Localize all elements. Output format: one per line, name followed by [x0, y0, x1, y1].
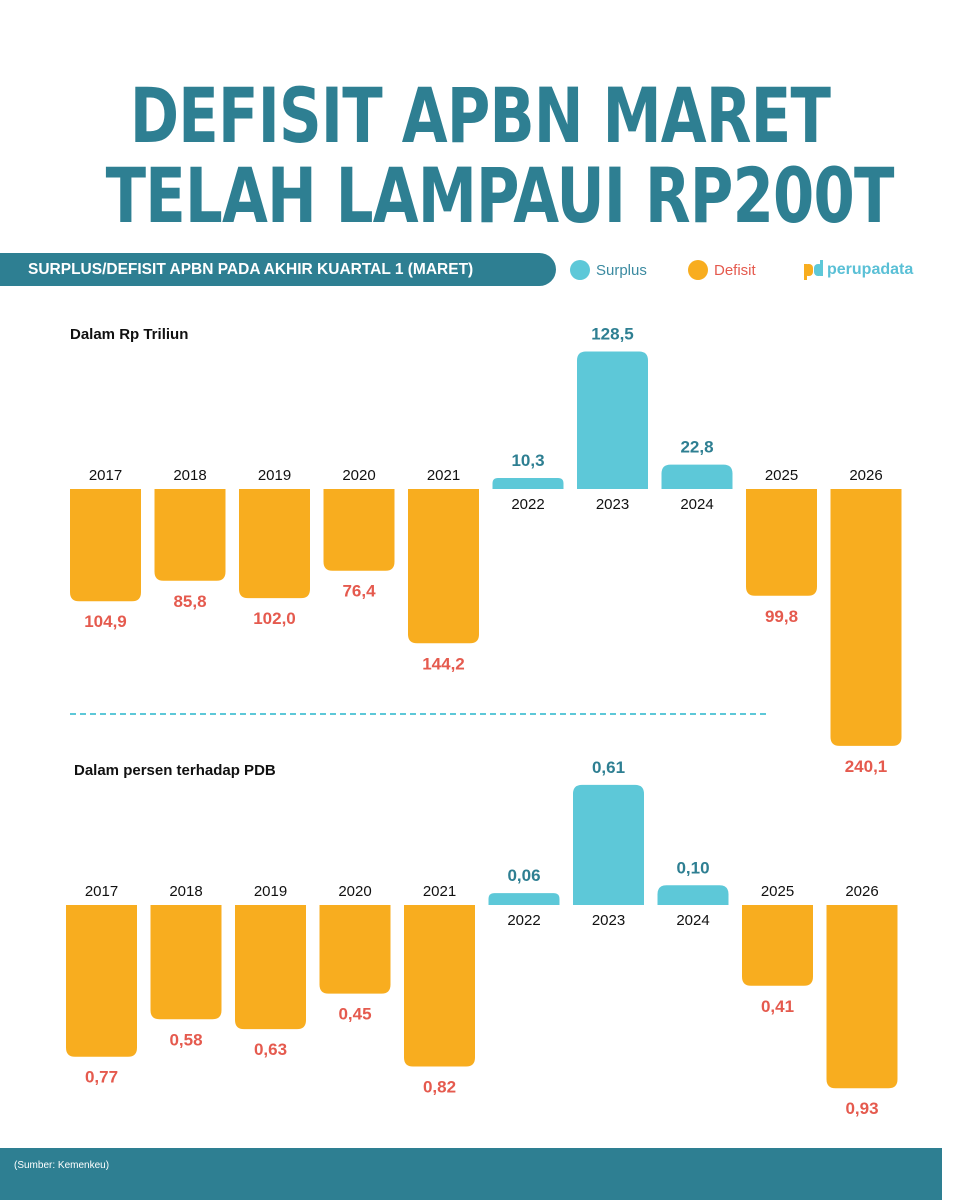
chart-2-bar-2024 [657, 885, 729, 905]
chart-1-category-2018: 2018 [173, 467, 206, 484]
chart-2-value-label-2022: 0,06 [507, 866, 540, 885]
chart-1-category-2021: 2021 [427, 467, 460, 484]
chart-1-bar-2020 [323, 489, 395, 571]
chart-1-category-2017: 2017 [89, 467, 122, 484]
chart-2-bar-2018 [150, 905, 222, 1020]
chart-1-value-label-2018: 85,8 [173, 592, 206, 611]
chart-1-value-label-2024: 22,8 [680, 438, 713, 457]
chart-1-bar-2023 [577, 351, 648, 489]
chart-2-value-label-2017: 0,77 [85, 1068, 118, 1087]
chart-1-bar-2019 [239, 489, 310, 599]
chart-2-value-label-2021: 0,82 [423, 1078, 456, 1097]
source-footer: (Sumber: Kemenkeu) [0, 1148, 942, 1200]
chart-1-bar-2024 [661, 464, 733, 489]
chart-banner: SURPLUS/DEFISIT APBN PADA AKHIR KUARTAL … [0, 253, 556, 286]
chart-2-value-label-2026: 0,93 [845, 1099, 878, 1118]
chart-2-value-label-2018: 0,58 [169, 1030, 202, 1049]
chart-2-category-2023: 2023 [592, 912, 625, 929]
chart-2-category-2020: 2020 [338, 883, 371, 900]
chart-2-category-2019: 2019 [254, 883, 287, 900]
chart-1-value-label-2022: 10,3 [511, 451, 544, 470]
chart-2-value-label-2020: 0,45 [338, 1005, 371, 1024]
chart-2-value-label-2024: 0,10 [676, 858, 709, 877]
chart-2-bar-2026 [826, 905, 898, 1089]
chart-2-bar-2023 [573, 784, 644, 905]
chart-1-category-2022: 2022 [511, 496, 544, 513]
chart-1-value-label-2017: 104,9 [84, 612, 127, 631]
legend-surplus: Surplus [570, 258, 647, 282]
chart-2-value-label-2025: 0,41 [761, 997, 794, 1016]
chart-1-bar-2025 [746, 489, 817, 596]
chart-1-value-label-2020: 76,4 [342, 582, 376, 601]
brand-logo: perupadata [803, 256, 913, 284]
chart-2-category-2021: 2021 [423, 883, 456, 900]
perupadata-logo-icon [804, 260, 823, 280]
chart-1-category-2023: 2023 [596, 496, 629, 513]
chart-2-bar-2019 [235, 905, 306, 1030]
chart-1-value-label-2021: 144,2 [422, 654, 465, 673]
brand-logo-text: perupadata [827, 261, 914, 278]
legend-defisit: Defisit [688, 258, 756, 282]
chart-2-bar-2022 [488, 893, 560, 905]
chart-2-category-2017: 2017 [85, 883, 118, 900]
chart-1-bar-2017 [70, 489, 141, 602]
chart-2-value-label-2023: 0,61 [592, 758, 625, 777]
chart-1-value-label-2026: 240,1 [845, 757, 888, 776]
chart-2-category-2024: 2024 [676, 912, 709, 929]
chart-1-category-2019: 2019 [258, 467, 291, 484]
page-title-line-1: DEFISIT APBN MARET [129, 71, 831, 160]
surplus-swatch-icon [570, 260, 590, 280]
chart-2-bar-2025 [742, 905, 813, 986]
chart-1-bar-2022 [492, 477, 564, 489]
chart-1-value-label-2025: 99,8 [765, 607, 798, 626]
chart-1-bar-2021 [408, 489, 479, 644]
legend-defisit-label: Defisit [714, 261, 756, 279]
chart-1-value-label-2023: 128,5 [591, 325, 634, 344]
chart-2-value-label-2019: 0,63 [254, 1040, 287, 1059]
defisit-swatch-icon [688, 260, 708, 280]
chart-1-subtitle: Dalam Rp Triliun [70, 326, 189, 343]
chart-2-bar-2017 [66, 905, 137, 1057]
chart-2-category-2018: 2018 [169, 883, 202, 900]
chart-1-bar-2018 [154, 489, 226, 581]
chart-1-value-label-2019: 102,0 [253, 609, 296, 628]
chart-1-category-2025: 2025 [765, 467, 798, 484]
chart-1-category-2026: 2026 [849, 467, 882, 484]
page-title-line-2: TELAH LAMPAUI RP200T [105, 151, 895, 240]
chart-2-subtitle: Dalam persen terhadap PDB [74, 762, 276, 779]
chart-2-bar-2021 [404, 905, 475, 1067]
legend-surplus-label: Surplus [596, 261, 647, 279]
chart-2-bar-2020 [319, 905, 391, 994]
chart-1-bar-2026 [830, 489, 902, 746]
chart-1-category-2020: 2020 [342, 467, 375, 484]
chart-2-category-2022: 2022 [507, 912, 540, 929]
chart-1-category-2024: 2024 [680, 496, 713, 513]
chart-2-category-2026: 2026 [845, 883, 878, 900]
chart-2-category-2025: 2025 [761, 883, 794, 900]
